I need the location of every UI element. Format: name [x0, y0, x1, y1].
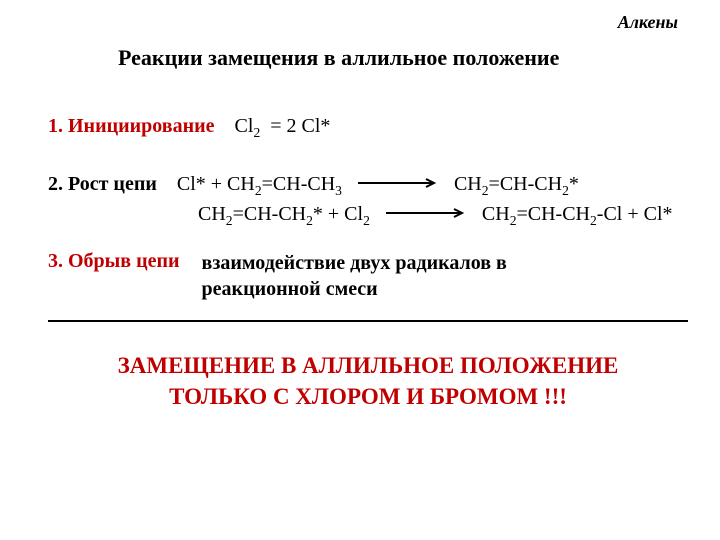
step-2: 2. Рост цепи Cl* + CH2=CH-CH3CH2=CH-CH2* — [48, 169, 688, 199]
section-divider — [48, 320, 688, 322]
eq-part: Cl — [235, 115, 254, 137]
page-title: Реакции замещения в аллильное положение — [118, 45, 688, 71]
eq-sub: 2 — [306, 213, 313, 228]
arrow-icon — [358, 178, 438, 188]
eq-part: * — [569, 173, 579, 195]
eq-part: =CH-CH — [233, 203, 307, 225]
arrow-icon — [386, 208, 466, 218]
text-line: ЗАМЕЩЕНИЕ В АЛЛИЛЬНОЕ ПОЛОЖЕНИЕ — [118, 353, 619, 378]
text-line: реакционной смеси — [202, 278, 378, 300]
eq-part: -Cl + Cl* — [597, 203, 673, 225]
eq-part: = 2 Cl* — [270, 115, 330, 137]
step-1-eq: Cl2 = 2 Cl* — [220, 115, 331, 137]
step-1: 1. Инициирование Cl2 = 2 Cl* — [48, 111, 688, 141]
step-3: 3. Обрыв цепи взаимодействие двух радика… — [48, 250, 688, 302]
eq-sub: 2 — [590, 213, 597, 228]
eq-sub: 2 — [562, 183, 569, 198]
eq-part: CH — [454, 173, 482, 195]
document-page: Алкены Реакции замещения в аллильное пол… — [0, 0, 720, 424]
eq-part: CH — [198, 203, 226, 225]
eq-part: =CH-CH — [262, 173, 336, 195]
step-3-label: 3. Обрыв цепи — [48, 250, 180, 272]
eq-sub: 2 — [363, 213, 370, 228]
topic-label: Алкены — [48, 12, 688, 33]
step-2-eq-line2: CH2=CH-CH2* + Cl2CH2=CH-CH2-Cl + Cl* — [198, 203, 688, 226]
step-2-eq-line1: Cl* + CH2=CH-CH3CH2=CH-CH2* — [162, 173, 579, 195]
eq-sub: 2 — [253, 125, 260, 140]
step-1-label: 1. Инициирование — [48, 115, 215, 137]
eq-part: =CH-CH — [516, 203, 590, 225]
eq-part: * + Cl — [313, 203, 363, 225]
step-3-text: взаимодействие двух радикалов в реакцион… — [202, 250, 507, 302]
text-line: взаимодействие двух радикалов в — [202, 252, 507, 274]
eq-part: CH — [482, 203, 510, 225]
eq-sub: 3 — [335, 183, 342, 198]
eq-part: =CH-CH — [489, 173, 563, 195]
eq-part: Cl* + CH — [177, 173, 255, 195]
conclusion-text: ЗАМЕЩЕНИЕ В АЛЛИЛЬНОЕ ПОЛОЖЕНИЕ ТОЛЬКО С… — [48, 350, 688, 412]
eq-sub: 2 — [482, 183, 489, 198]
eq-sub: 2 — [255, 183, 262, 198]
text-line: ТОЛЬКО С ХЛОРОМ И БРОМОМ !!! — [169, 384, 567, 409]
step-2-label: 2. Рост цепи — [48, 173, 157, 195]
eq-sub: 2 — [226, 213, 233, 228]
